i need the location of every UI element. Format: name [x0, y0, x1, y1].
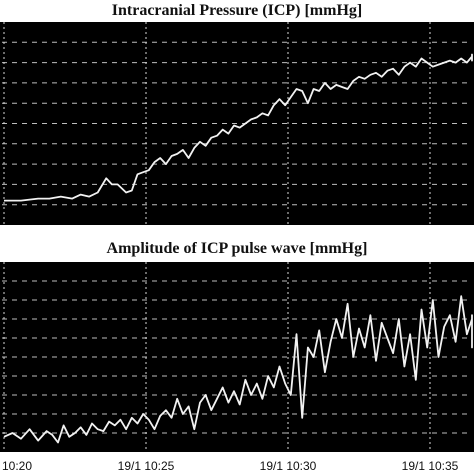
x-tick-label-1035: 19/1 10:35	[402, 459, 459, 473]
amplitude-trace-line	[3, 295, 473, 444]
x-tick-label-1030: 19/1 10:30	[260, 459, 317, 473]
x-tick-label-1025: 19/1 10:25	[118, 459, 175, 473]
icp-chart-title: Intracranial Pressure (ICP) [mmHg]	[112, 2, 362, 19]
icp-trace-line	[4, 53, 473, 202]
x-axis-tick-labels: 10:20 19/1 10:25 19/1 10:30 19/1 10:35	[2, 459, 459, 473]
x-tick-label-1020: 10:20	[2, 459, 32, 473]
icp-grid	[2, 22, 472, 225]
amplitude-grid	[2, 262, 472, 452]
amplitude-chart-title: Amplitude of ICP pulse wave [mmHg]	[107, 240, 368, 257]
